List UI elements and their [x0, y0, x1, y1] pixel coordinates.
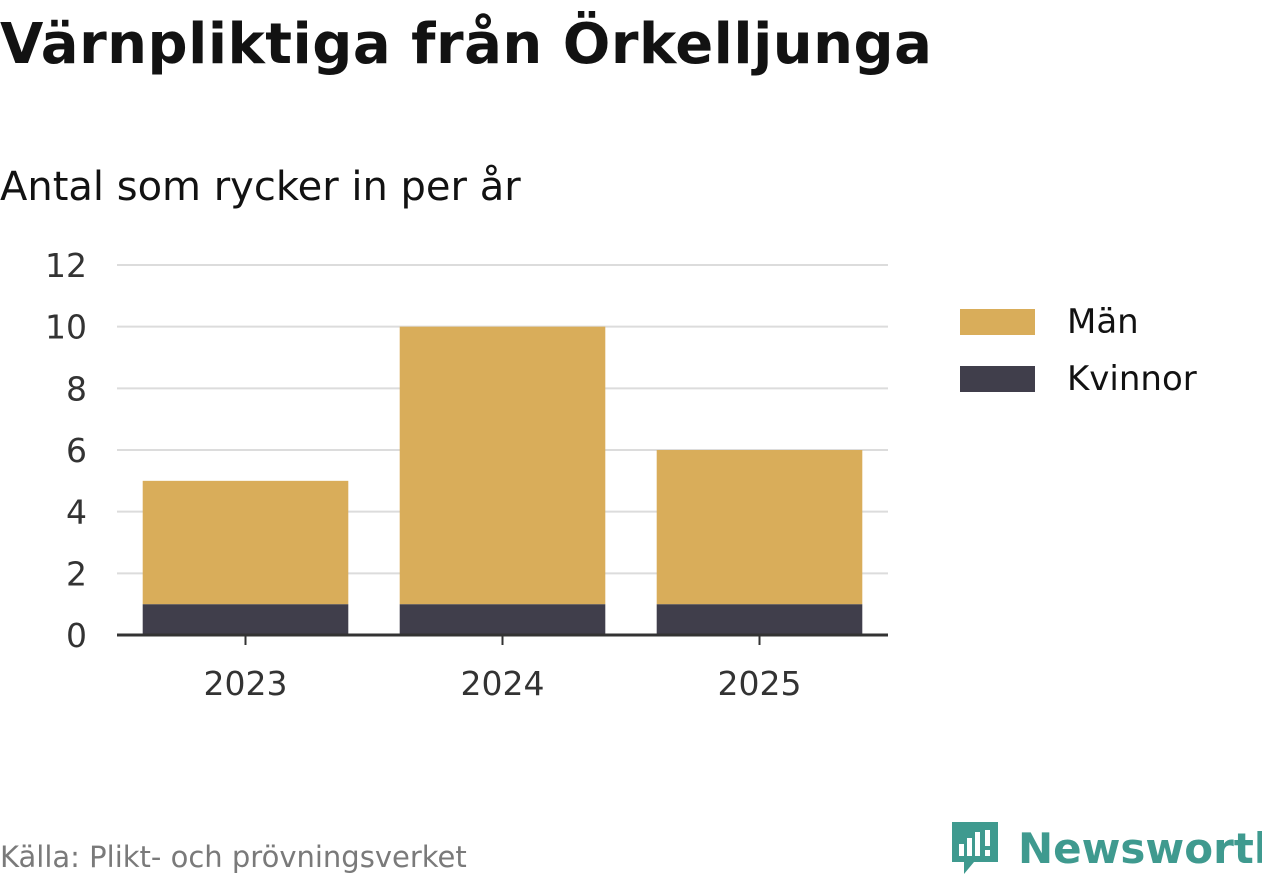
- bar-2024-man[interactable]: [399, 326, 606, 605]
- chart-subtitle: Antal som rycker in per år: [0, 164, 521, 210]
- legend-item-kvinnor: Kvinnor: [960, 359, 1197, 399]
- newsworthy-logo-icon: [952, 822, 998, 874]
- brand-logo[interactable]: Newsworthy: [950, 818, 1262, 878]
- legend-item-man: Män: [960, 302, 1139, 342]
- x-tick-label: 2025: [718, 664, 802, 703]
- chart-title: Värnpliktiga från Örkelljunga: [0, 12, 933, 77]
- legend-label-man: Män: [1067, 302, 1139, 342]
- y-tick-label: 0: [66, 616, 87, 655]
- bars: [142, 326, 863, 635]
- bar-2024-kvinnor[interactable]: [399, 604, 606, 635]
- brand-name: Newsworthy: [1018, 823, 1262, 873]
- y-tick-label: 8: [66, 369, 87, 408]
- legend-swatch-man: [960, 309, 1035, 335]
- y-tick-label: 10: [45, 308, 87, 347]
- legend-swatch-kvinnor: [960, 366, 1035, 392]
- x-tick-label: 2024: [461, 664, 545, 703]
- y-tick-label: 6: [66, 431, 87, 470]
- bar-2025-kvinnor[interactable]: [656, 604, 863, 635]
- source-note: Källa: Plikt- och prövningsverket: [0, 840, 467, 874]
- y-tick-label: 4: [66, 493, 87, 532]
- y-tick-label: 12: [45, 246, 87, 285]
- x-tick-label: 2023: [204, 664, 288, 703]
- bar-2023-man[interactable]: [142, 480, 349, 605]
- y-tick-label: 2: [66, 554, 87, 593]
- legend-label-kvinnor: Kvinnor: [1067, 359, 1197, 399]
- bar-2023-kvinnor[interactable]: [142, 604, 349, 635]
- bar-2025-man[interactable]: [656, 450, 863, 605]
- axes: 0 2 4 6 8 10 12 2023 2024 2025: [45, 246, 888, 703]
